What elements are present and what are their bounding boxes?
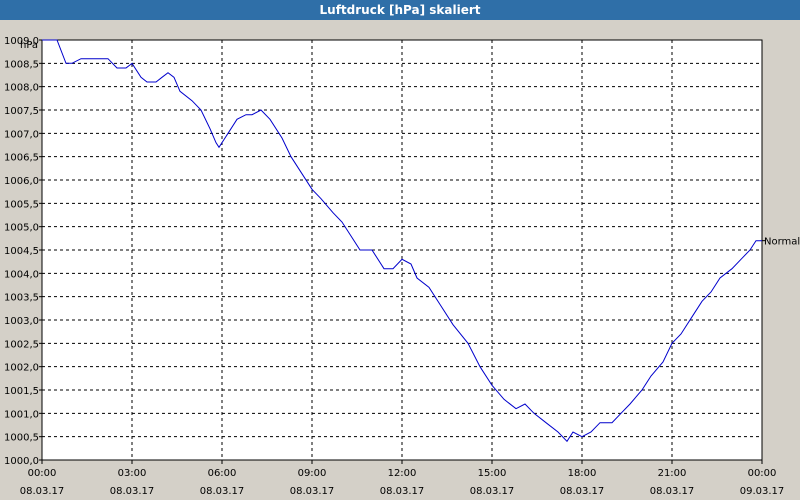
y-tick-label: 1007,5: [4, 106, 39, 117]
x-tick-date-label: 08.03.17: [200, 486, 245, 497]
x-tick-date-label: 08.03.17: [20, 486, 65, 497]
y-tick-label: 1004,5: [4, 246, 39, 257]
series-line: [42, 39, 762, 443]
x-tick-date-label: 08.03.17: [110, 486, 155, 497]
y-tick-label: 1001,0: [4, 409, 39, 420]
x-tick-time-label: 03:00: [118, 468, 147, 479]
x-tick-date-label: 08.03.17: [470, 486, 515, 497]
x-tick-time-label: 12:00: [388, 468, 417, 479]
x-tick-time-label: 21:00: [658, 468, 687, 479]
x-tick-time-label: 15:00: [478, 468, 507, 479]
gridlines: [42, 40, 762, 460]
y-tick-label: 1006,0: [4, 176, 39, 187]
y-tick-label: 1007,0: [4, 129, 39, 140]
y-tick-label: 1001,5: [4, 386, 39, 397]
line-chart: hPa 1009,0 1008,5 1008,0 1007,5 1007,0 1006,5…: [4, 36, 800, 497]
y-tick-label: 1002,5: [4, 339, 39, 350]
y-tick-label: 1003,0: [4, 316, 39, 327]
y-tick-label: 1008,0: [4, 83, 39, 94]
x-tick-time-label: 00:00: [748, 468, 777, 479]
x-tick-time-label: 06:00: [208, 468, 237, 479]
y-tick-label: 1004,0: [4, 269, 39, 280]
x-tick-time-label: 18:00: [568, 468, 597, 479]
window-title: Luftdruck [hPa] skaliert: [0, 0, 800, 20]
x-tick-date-label: 08.03.17: [560, 486, 605, 497]
y-tick-label: 1000,5: [4, 433, 39, 444]
y-axis: hPa 1009,0 1008,5 1008,0 1007,5 1007,0 1006,5…: [4, 36, 42, 467]
x-tick-date-label: 08.03.17: [290, 486, 335, 497]
y-tick-label: 1006,5: [4, 153, 39, 164]
x-axis: 00:00 08.03.17 03:00 08.03.17 06:00 08.03.17 0…: [20, 460, 785, 497]
y-tick-label: 1003,5: [4, 293, 39, 304]
series-layer: Normal: [42, 39, 800, 443]
y-tick-label: 1005,0: [4, 223, 39, 234]
y-tick-label: 1002,0: [4, 363, 39, 374]
series-name-label: Normal: [764, 237, 800, 248]
x-tick-date-label: 08.03.17: [380, 486, 425, 497]
y-axis-unit-label: hPa: [20, 40, 38, 51]
x-tick-date-label: 09.03.17: [740, 486, 785, 497]
y-tick-label: 1000,0: [4, 456, 39, 467]
y-tick-label: 1008,5: [4, 59, 39, 70]
y-tick-label: 1009,0: [4, 36, 39, 47]
x-tick-time-label: 00:00: [28, 468, 57, 479]
x-tick-date-label: 08.03.17: [650, 486, 695, 497]
y-tick-label: 1005,5: [4, 199, 39, 210]
x-tick-time-label: 09:00: [298, 468, 327, 479]
